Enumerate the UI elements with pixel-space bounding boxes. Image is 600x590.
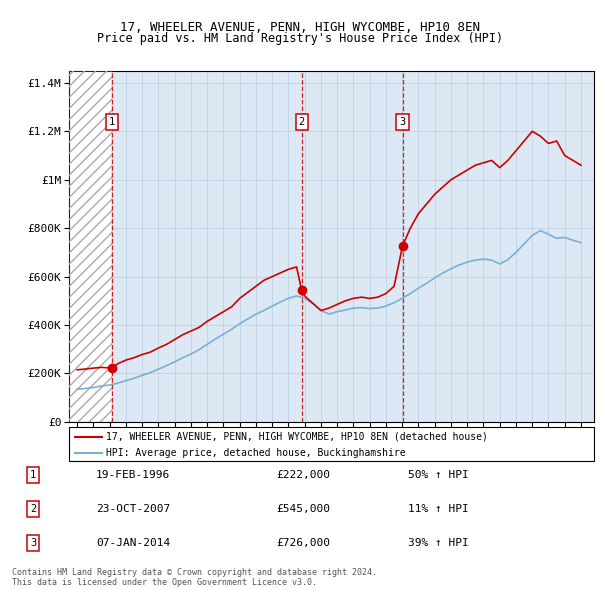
Text: 23-OCT-2007: 23-OCT-2007 [96,504,170,514]
Text: 07-JAN-2014: 07-JAN-2014 [96,539,170,548]
Text: 17, WHEELER AVENUE, PENN, HIGH WYCOMBE, HP10 8EN: 17, WHEELER AVENUE, PENN, HIGH WYCOMBE, … [120,21,480,34]
Text: HPI: Average price, detached house, Buckinghamshire: HPI: Average price, detached house, Buck… [106,448,406,458]
Text: 2: 2 [30,504,36,514]
Text: 2: 2 [298,117,305,127]
Text: 39% ↑ HPI: 39% ↑ HPI [408,539,469,548]
Text: 11% ↑ HPI: 11% ↑ HPI [408,504,469,514]
Text: 1: 1 [109,117,115,127]
Text: Price paid vs. HM Land Registry's House Price Index (HPI): Price paid vs. HM Land Registry's House … [97,32,503,45]
Text: 50% ↑ HPI: 50% ↑ HPI [408,470,469,480]
Bar [69,71,112,422]
Text: £222,000: £222,000 [276,470,330,480]
Text: Contains HM Land Registry data © Crown copyright and database right 2024.
This d: Contains HM Land Registry data © Crown c… [12,568,377,587]
Text: £726,000: £726,000 [276,539,330,548]
Bar [69,71,112,422]
Text: 1: 1 [30,470,36,480]
Text: 3: 3 [400,117,406,127]
Text: 19-FEB-1996: 19-FEB-1996 [96,470,170,480]
Text: 3: 3 [30,539,36,548]
Text: 17, WHEELER AVENUE, PENN, HIGH WYCOMBE, HP10 8EN (detached house): 17, WHEELER AVENUE, PENN, HIGH WYCOMBE, … [106,432,488,442]
Text: £545,000: £545,000 [276,504,330,514]
